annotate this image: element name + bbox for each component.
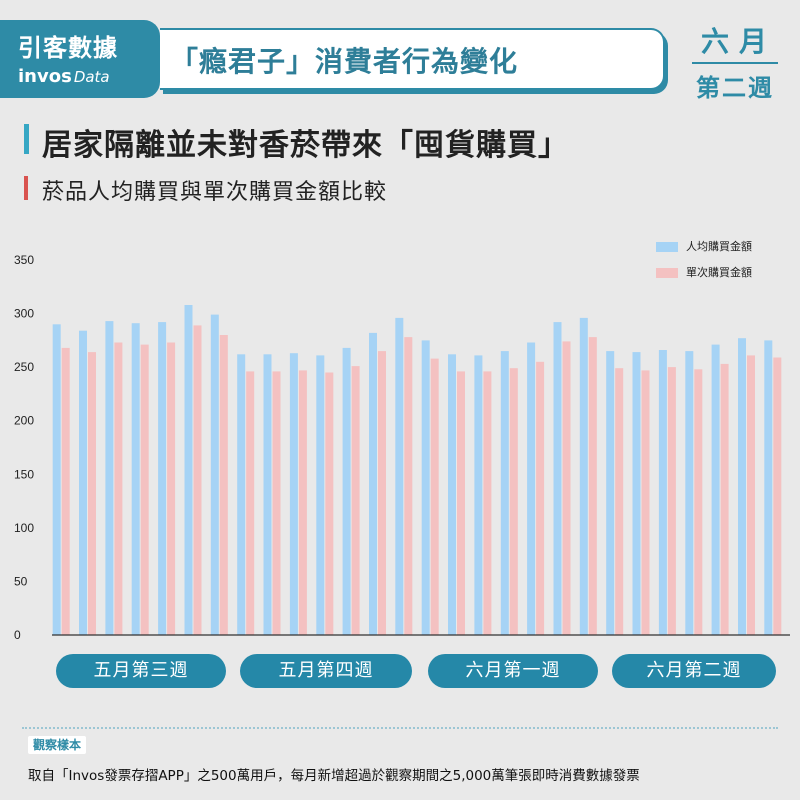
subheadline-text: 菸品人均購買與單次購買金額比較: [42, 180, 388, 205]
bar-per-transaction: [193, 325, 202, 635]
bar-per-transaction: [483, 371, 492, 635]
legend-swatch-per-capita: [656, 242, 678, 252]
bar-per-transaction: [114, 342, 123, 635]
footer-divider: [22, 727, 778, 729]
bar-per-capita: [474, 355, 483, 635]
bar-per-transaction: [404, 337, 413, 635]
bar-per-capita: [632, 352, 641, 635]
bar-per-capita: [52, 324, 61, 635]
week-group-label: 五月第四週: [240, 654, 412, 688]
legend-swatch-per-transaction: [656, 268, 678, 278]
bar-per-capita: [237, 354, 246, 635]
bar-per-transaction: [272, 371, 281, 635]
bar-per-capita: [738, 338, 746, 635]
bar-per-capita: [105, 321, 114, 635]
y-tick-label: 50: [14, 574, 28, 588]
bar-per-capita: [527, 342, 536, 635]
bar-per-transaction: [773, 357, 782, 635]
week-group-label: 六月第二週: [612, 654, 776, 688]
y-tick-label: 0: [14, 628, 21, 642]
y-tick-label: 150: [14, 467, 34, 481]
bar-per-transaction: [747, 355, 755, 635]
y-tick-label: 200: [14, 414, 34, 428]
bar-per-capita: [289, 353, 298, 635]
bar-per-capita: [553, 322, 562, 635]
bar-per-transaction: [509, 368, 518, 635]
bar-per-transaction: [325, 372, 334, 635]
bar-per-transaction: [219, 335, 228, 635]
bar-per-capita: [369, 332, 377, 635]
y-tick-label: 100: [14, 521, 34, 535]
legend-label-per-transaction: 單次購買金額: [686, 266, 752, 279]
bar-per-capita: [342, 347, 351, 635]
bar-per-capita: [263, 354, 272, 635]
bar-per-capita: [158, 322, 167, 635]
y-tick-label: 250: [14, 360, 34, 374]
bar-per-capita: [395, 317, 404, 635]
bar-per-capita: [421, 340, 430, 635]
bar-per-transaction: [588, 337, 597, 635]
bar-per-transaction: [641, 370, 650, 635]
bar-per-capita: [606, 351, 615, 635]
footer-note: 取自「Invos發票存摺APP」之500萬用戶，每月新增超過於觀察期間之5,00…: [28, 768, 640, 784]
bar-per-transaction: [140, 344, 149, 635]
subheadline-accent-bar: [24, 176, 28, 200]
page-title: 「瘾君子」消費者行為變化: [170, 45, 519, 78]
bar-per-transaction: [694, 369, 703, 635]
brand-en-bold: invos: [18, 66, 72, 87]
bar-per-transaction: [667, 367, 676, 635]
bar-per-transaction: [720, 363, 729, 635]
bar-per-transaction: [430, 358, 439, 635]
bar-per-capita: [658, 350, 667, 635]
bar-per-capita: [210, 314, 219, 635]
bar-per-transaction: [167, 342, 176, 635]
bar-per-transaction: [246, 371, 255, 635]
bar-per-transaction: [562, 341, 571, 635]
bar-per-capita: [764, 340, 773, 635]
title-banner: 「瘾君子」消費者行為變化: [160, 28, 665, 90]
bar-per-transaction: [378, 351, 386, 635]
legend-item-per-capita: 人均購買金額: [656, 238, 752, 253]
bar-per-capita: [131, 323, 140, 635]
bar-per-capita: [685, 351, 694, 635]
headline-text: 居家隔離並未對香菸帶來「囤貨購買」: [42, 128, 569, 163]
brand-logo: 引客數據 invos Data: [0, 20, 160, 98]
bar-per-transaction: [457, 371, 465, 635]
bar-per-capita: [316, 355, 325, 635]
legend-label-per-capita: 人均購買金額: [686, 240, 752, 253]
y-tick-label: 350: [14, 253, 34, 267]
period-badge: 六月 第二週: [690, 20, 780, 102]
week-group-label: 五月第三週: [56, 654, 226, 688]
sample-tag: 觀察樣本: [28, 736, 87, 754]
brand-en-light: Data: [73, 68, 110, 86]
bar-per-transaction: [615, 368, 624, 635]
bar-per-transaction: [298, 370, 307, 635]
bar-per-transaction: [536, 361, 545, 635]
legend-item-per-transaction: 單次購買金額: [656, 264, 752, 279]
period-divider: [692, 62, 778, 64]
period-month: 六月: [700, 25, 777, 58]
y-tick-label: 300: [14, 307, 34, 321]
bar-per-transaction: [88, 352, 96, 635]
bar-per-transaction: [61, 347, 70, 635]
brand-name: 引客數據: [18, 34, 118, 62]
bar-per-capita: [711, 344, 720, 635]
brand-wordmark: invos Data: [18, 66, 110, 87]
bar-per-capita: [79, 330, 87, 635]
bar-per-capita: [448, 354, 456, 635]
bar-chart: 0 50 100 150 200 250 300 350: [14, 253, 790, 642]
week-group-label: 六月第一週: [428, 654, 598, 688]
bar-per-capita: [500, 351, 509, 635]
bar-per-capita: [579, 317, 588, 635]
bar-per-transaction: [351, 366, 360, 635]
period-week: 第二週: [696, 74, 774, 102]
headline-accent-bar: [24, 124, 29, 154]
bar-per-capita: [184, 305, 193, 635]
